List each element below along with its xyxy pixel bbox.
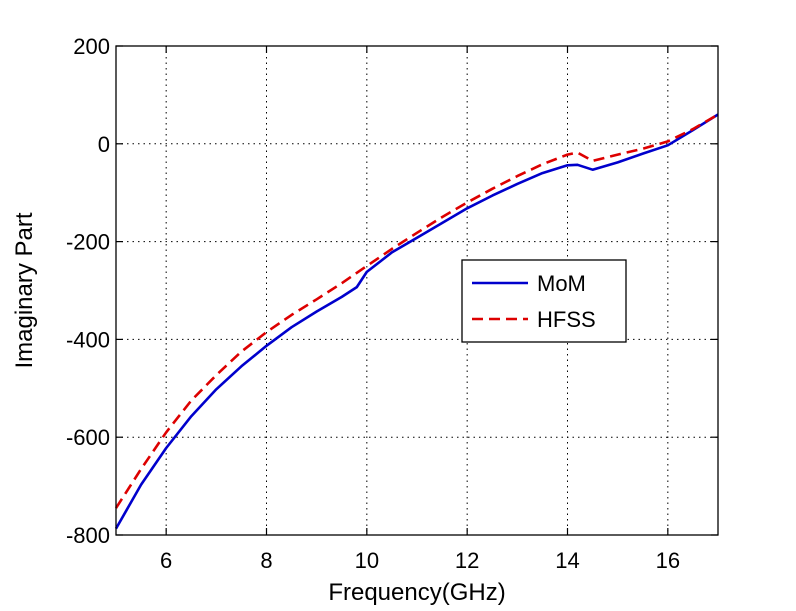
y-tick-label: 0: [98, 132, 110, 157]
x-tick-label: 12: [455, 548, 479, 573]
x-tick-labels: 6 8 10 12 14 16: [160, 548, 680, 573]
x-tick-label: 16: [656, 548, 680, 573]
legend: MoM HFSS: [461, 259, 627, 343]
legend-box: [461, 259, 627, 343]
plot-frame: [115, 45, 719, 536]
legend-label-mom: MoM: [537, 271, 586, 296]
tick-marks: [116, 45, 718, 536]
x-axis-title: Frequency(GHz): [328, 579, 505, 606]
y-tick-label: -600: [66, 425, 110, 450]
y-tick-label: -400: [66, 327, 110, 352]
x-tick-label: 10: [355, 548, 379, 573]
y-tick-labels: -800 -600 -400 -200 0 200: [66, 34, 110, 548]
x-tick-label: 6: [160, 548, 172, 573]
y-tick-label: -200: [66, 230, 110, 255]
series-line-hfss: [114, 113, 719, 509]
y-axis-title: Imaginary Part: [11, 212, 38, 368]
legend-label-hfss: HFSS: [537, 307, 596, 332]
y-tick-label: -800: [66, 523, 110, 548]
y-tick-label: 200: [73, 34, 110, 59]
series-line-mom: [114, 113, 719, 530]
x-tick-label: 14: [555, 548, 579, 573]
x-tick-label: 8: [260, 548, 272, 573]
series-layer: [114, 113, 719, 530]
